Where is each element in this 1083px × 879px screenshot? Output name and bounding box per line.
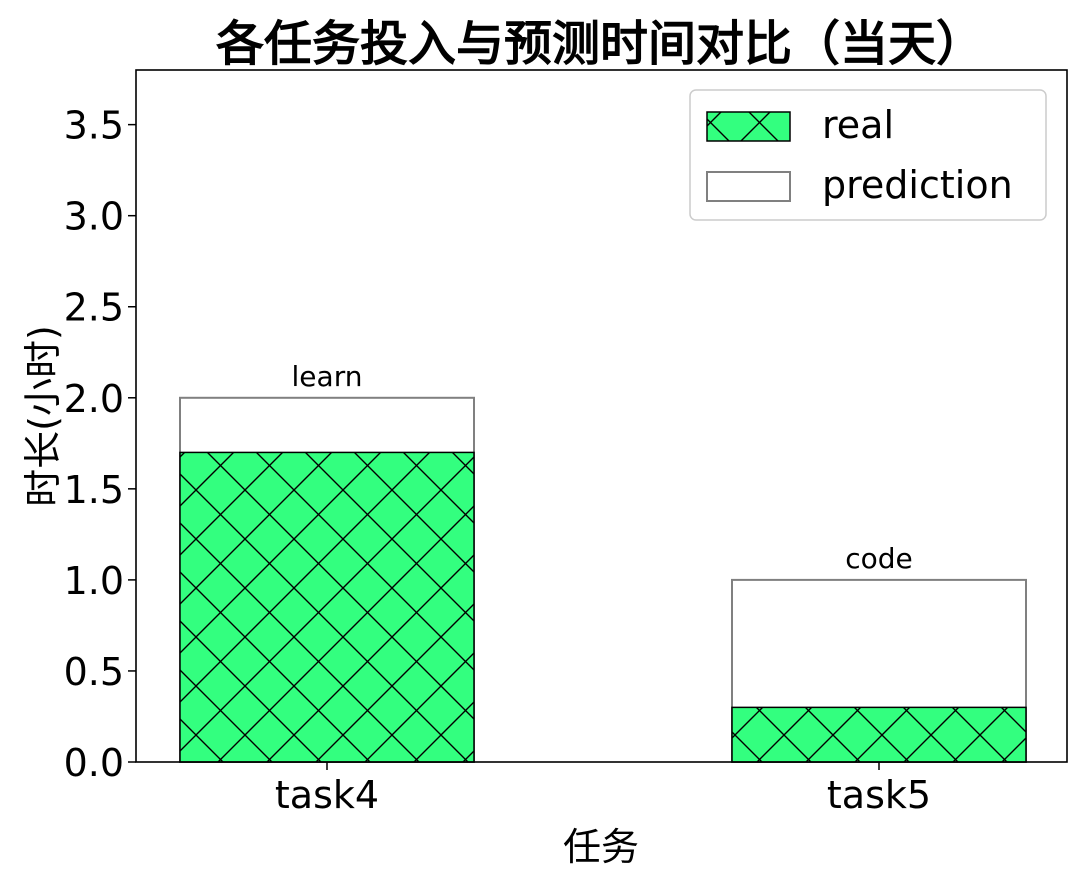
y-tick-label: 0.0 — [64, 741, 124, 785]
y-tick-label: 2.5 — [64, 286, 124, 330]
x-axis-label: 任务 — [563, 825, 639, 869]
plot-area: learn code — [135, 69, 1068, 763]
legend-label-real: real — [822, 103, 894, 147]
legend-label-prediction: prediction — [822, 163, 1013, 207]
x-tick-label-task4: task4 — [275, 773, 379, 817]
x-tick-label-task5: task5 — [827, 773, 931, 817]
y-axis-label: 时长(小时) — [21, 325, 65, 507]
legend-swatch-prediction — [706, 171, 791, 202]
chart-title: 各任务投入与预测时间对比（当天） — [216, 16, 984, 72]
bar-annotation-task5: code — [845, 542, 913, 575]
y-tick-label: 2.0 — [64, 377, 124, 421]
y-tick-label: 3.5 — [64, 104, 124, 148]
y-tick-label: 1.0 — [64, 559, 124, 603]
y-tick-label: 3.0 — [64, 195, 124, 239]
y-axis: 0.0 0.5 1.0 1.5 2.0 2.5 3.0 3.5 — [64, 104, 136, 785]
y-tick-label: 1.5 — [64, 468, 124, 512]
bar-annotation-task4: learn — [292, 360, 363, 393]
y-tick-label: 0.5 — [64, 650, 124, 694]
bar-real-task4 — [179, 451, 475, 763]
legend-swatch-real — [706, 111, 791, 142]
x-axis: task4 task5 — [275, 762, 931, 817]
bar-real-task5 — [731, 706, 1027, 763]
legend: real prediction — [689, 89, 1047, 221]
plot-frame — [135, 69, 1068, 763]
